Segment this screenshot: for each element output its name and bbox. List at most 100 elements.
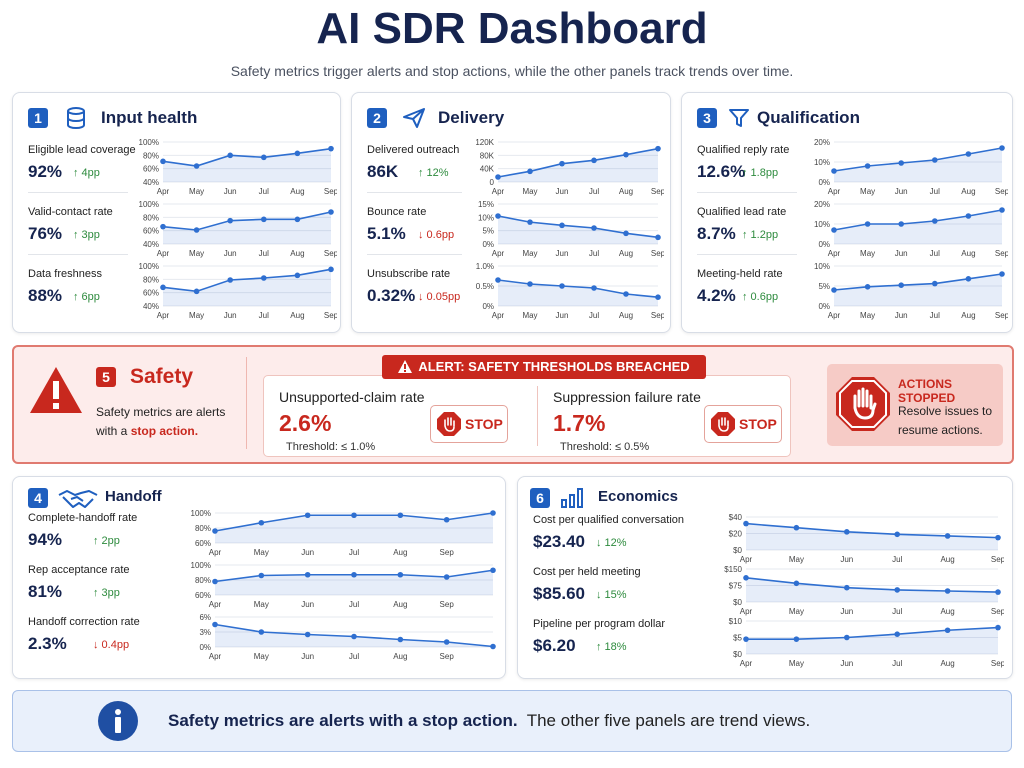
- point: [294, 272, 301, 279]
- point: [793, 524, 800, 531]
- area: [834, 148, 1002, 182]
- x-tick-label: Apr: [157, 311, 170, 320]
- y-tick-label: $0: [733, 650, 742, 659]
- alert-icon: [398, 360, 413, 373]
- line: [833, 147, 1003, 172]
- y-tick-label: 60%: [143, 227, 159, 236]
- panel-title: Safety: [130, 365, 194, 388]
- line: [162, 268, 332, 293]
- metric-delta: ↑ 2pp: [93, 535, 120, 547]
- metric-delta: ↑ 4pp: [73, 167, 100, 179]
- point: [212, 528, 218, 534]
- metric-value: 92%: [28, 162, 63, 181]
- info-icon: [98, 701, 138, 741]
- x-tick-label: May: [189, 249, 204, 258]
- metric-label: Qualified reply rate: [697, 144, 790, 156]
- x-tick-label: Apr: [828, 249, 841, 258]
- metric-value: 94%: [28, 530, 63, 549]
- point: [527, 168, 533, 175]
- x-tick-label: Apr: [492, 311, 505, 320]
- sparkline: 60% 80% 100% Apr May Jun Jul Aug Sep: [191, 509, 496, 557]
- y-tick-label: 5%: [482, 227, 494, 236]
- divider: [537, 386, 538, 446]
- point: [559, 160, 565, 167]
- point: [898, 221, 904, 227]
- point: [328, 266, 334, 273]
- point: [894, 587, 900, 593]
- y-tick-label: 60%: [143, 289, 159, 298]
- y-tick-label: $0: [733, 546, 742, 555]
- y-tick-label: 20%: [814, 138, 830, 147]
- y-tick-label: 80%: [143, 275, 159, 284]
- divider: [697, 192, 797, 193]
- x-tick-label: Aug: [619, 187, 633, 196]
- y-tick-label: $5: [733, 634, 742, 643]
- point: [894, 531, 900, 538]
- x-tick-label: Sep: [324, 187, 337, 196]
- point: [999, 271, 1005, 277]
- sparkline: 40% 60% 80% 100% Apr May Jun Jul Aug Sep: [139, 262, 337, 320]
- x-tick-label: Aug: [961, 311, 975, 320]
- x-tick-label: May: [522, 187, 537, 196]
- sparkline: $0 $5 $10 Apr May Jun Jul Aug Sep: [729, 617, 1004, 668]
- metric-delta: ↑ 1.2pp: [742, 229, 779, 241]
- point: [999, 207, 1005, 213]
- point: [294, 150, 301, 157]
- panel: 4 Handoff Complete-handoff rate 94% ↑ 2pp 60%…: [12, 476, 506, 679]
- metric-delta: ↑ 3pp: [73, 229, 100, 241]
- point: [212, 578, 218, 585]
- x-tick-label: Aug: [393, 652, 407, 661]
- sparkline: 0 40K 80K 120K Apr May Jun Jul Aug Sep: [475, 138, 664, 196]
- y-tick-label: 1.0%: [476, 262, 494, 271]
- point: [743, 575, 749, 581]
- point: [351, 571, 357, 578]
- stop-button[interactable]: STOP: [430, 405, 508, 443]
- y-tick-label: $40: [729, 513, 743, 522]
- x-tick-label: Jun: [556, 311, 569, 320]
- y-tick-label: 80%: [143, 151, 159, 160]
- metric-label: Unsubscribe rate: [367, 268, 451, 280]
- x-tick-label: Jun: [895, 187, 908, 196]
- point: [193, 163, 200, 169]
- metric-delta: ↑ 1.8pp: [742, 167, 779, 179]
- line: [497, 279, 659, 298]
- point: [397, 571, 404, 578]
- y-tick-label: $20: [729, 530, 743, 539]
- metric-delta: ↓ 0.6pp: [418, 229, 455, 241]
- x-tick-label: May: [254, 652, 269, 661]
- x-tick-label: Sep: [651, 187, 664, 196]
- area: [834, 210, 1002, 244]
- x-tick-label: Jul: [892, 659, 902, 668]
- x-tick-label: Jul: [259, 249, 269, 258]
- stop-button[interactable]: STOP: [704, 405, 782, 443]
- metric-delta: ↑ 0.6pp: [742, 291, 779, 303]
- filter-icon: [729, 109, 749, 127]
- y-tick-label: 80K: [480, 151, 495, 160]
- line: [745, 577, 999, 593]
- y-tick-label: 40%: [143, 302, 159, 311]
- stop-hand-icon: [836, 377, 890, 431]
- y-tick-label: 0%: [818, 178, 830, 187]
- panel: 6 Economics Cost per qualified conversatio…: [517, 476, 1013, 679]
- panel-title: Input health: [101, 108, 198, 127]
- x-tick-label: Jul: [930, 249, 940, 258]
- metric-delta: ↓ 12%: [596, 537, 627, 549]
- point: [397, 636, 404, 643]
- metric-delta: ↓ 15%: [596, 589, 627, 601]
- point: [258, 572, 265, 579]
- alert-box: [263, 375, 791, 457]
- metric-delta: ↑ 12%: [418, 167, 449, 179]
- x-tick-label: Sep: [324, 249, 337, 258]
- area: [746, 577, 998, 602]
- y-tick-label: 100%: [191, 509, 211, 518]
- y-tick-label: 60%: [195, 591, 211, 600]
- x-tick-label: Jul: [349, 600, 359, 609]
- metric-label: Cost per held meeting: [533, 566, 641, 578]
- sparkline: $0 $75 $150 Apr May Jun Jul Aug Sep: [724, 565, 1004, 616]
- x-tick-label: Jul: [349, 652, 359, 661]
- point: [212, 621, 218, 628]
- point: [490, 567, 496, 574]
- area: [163, 148, 331, 182]
- area: [163, 269, 331, 306]
- footer-text: Safety metrics are alerts with a stop ac…: [168, 711, 810, 731]
